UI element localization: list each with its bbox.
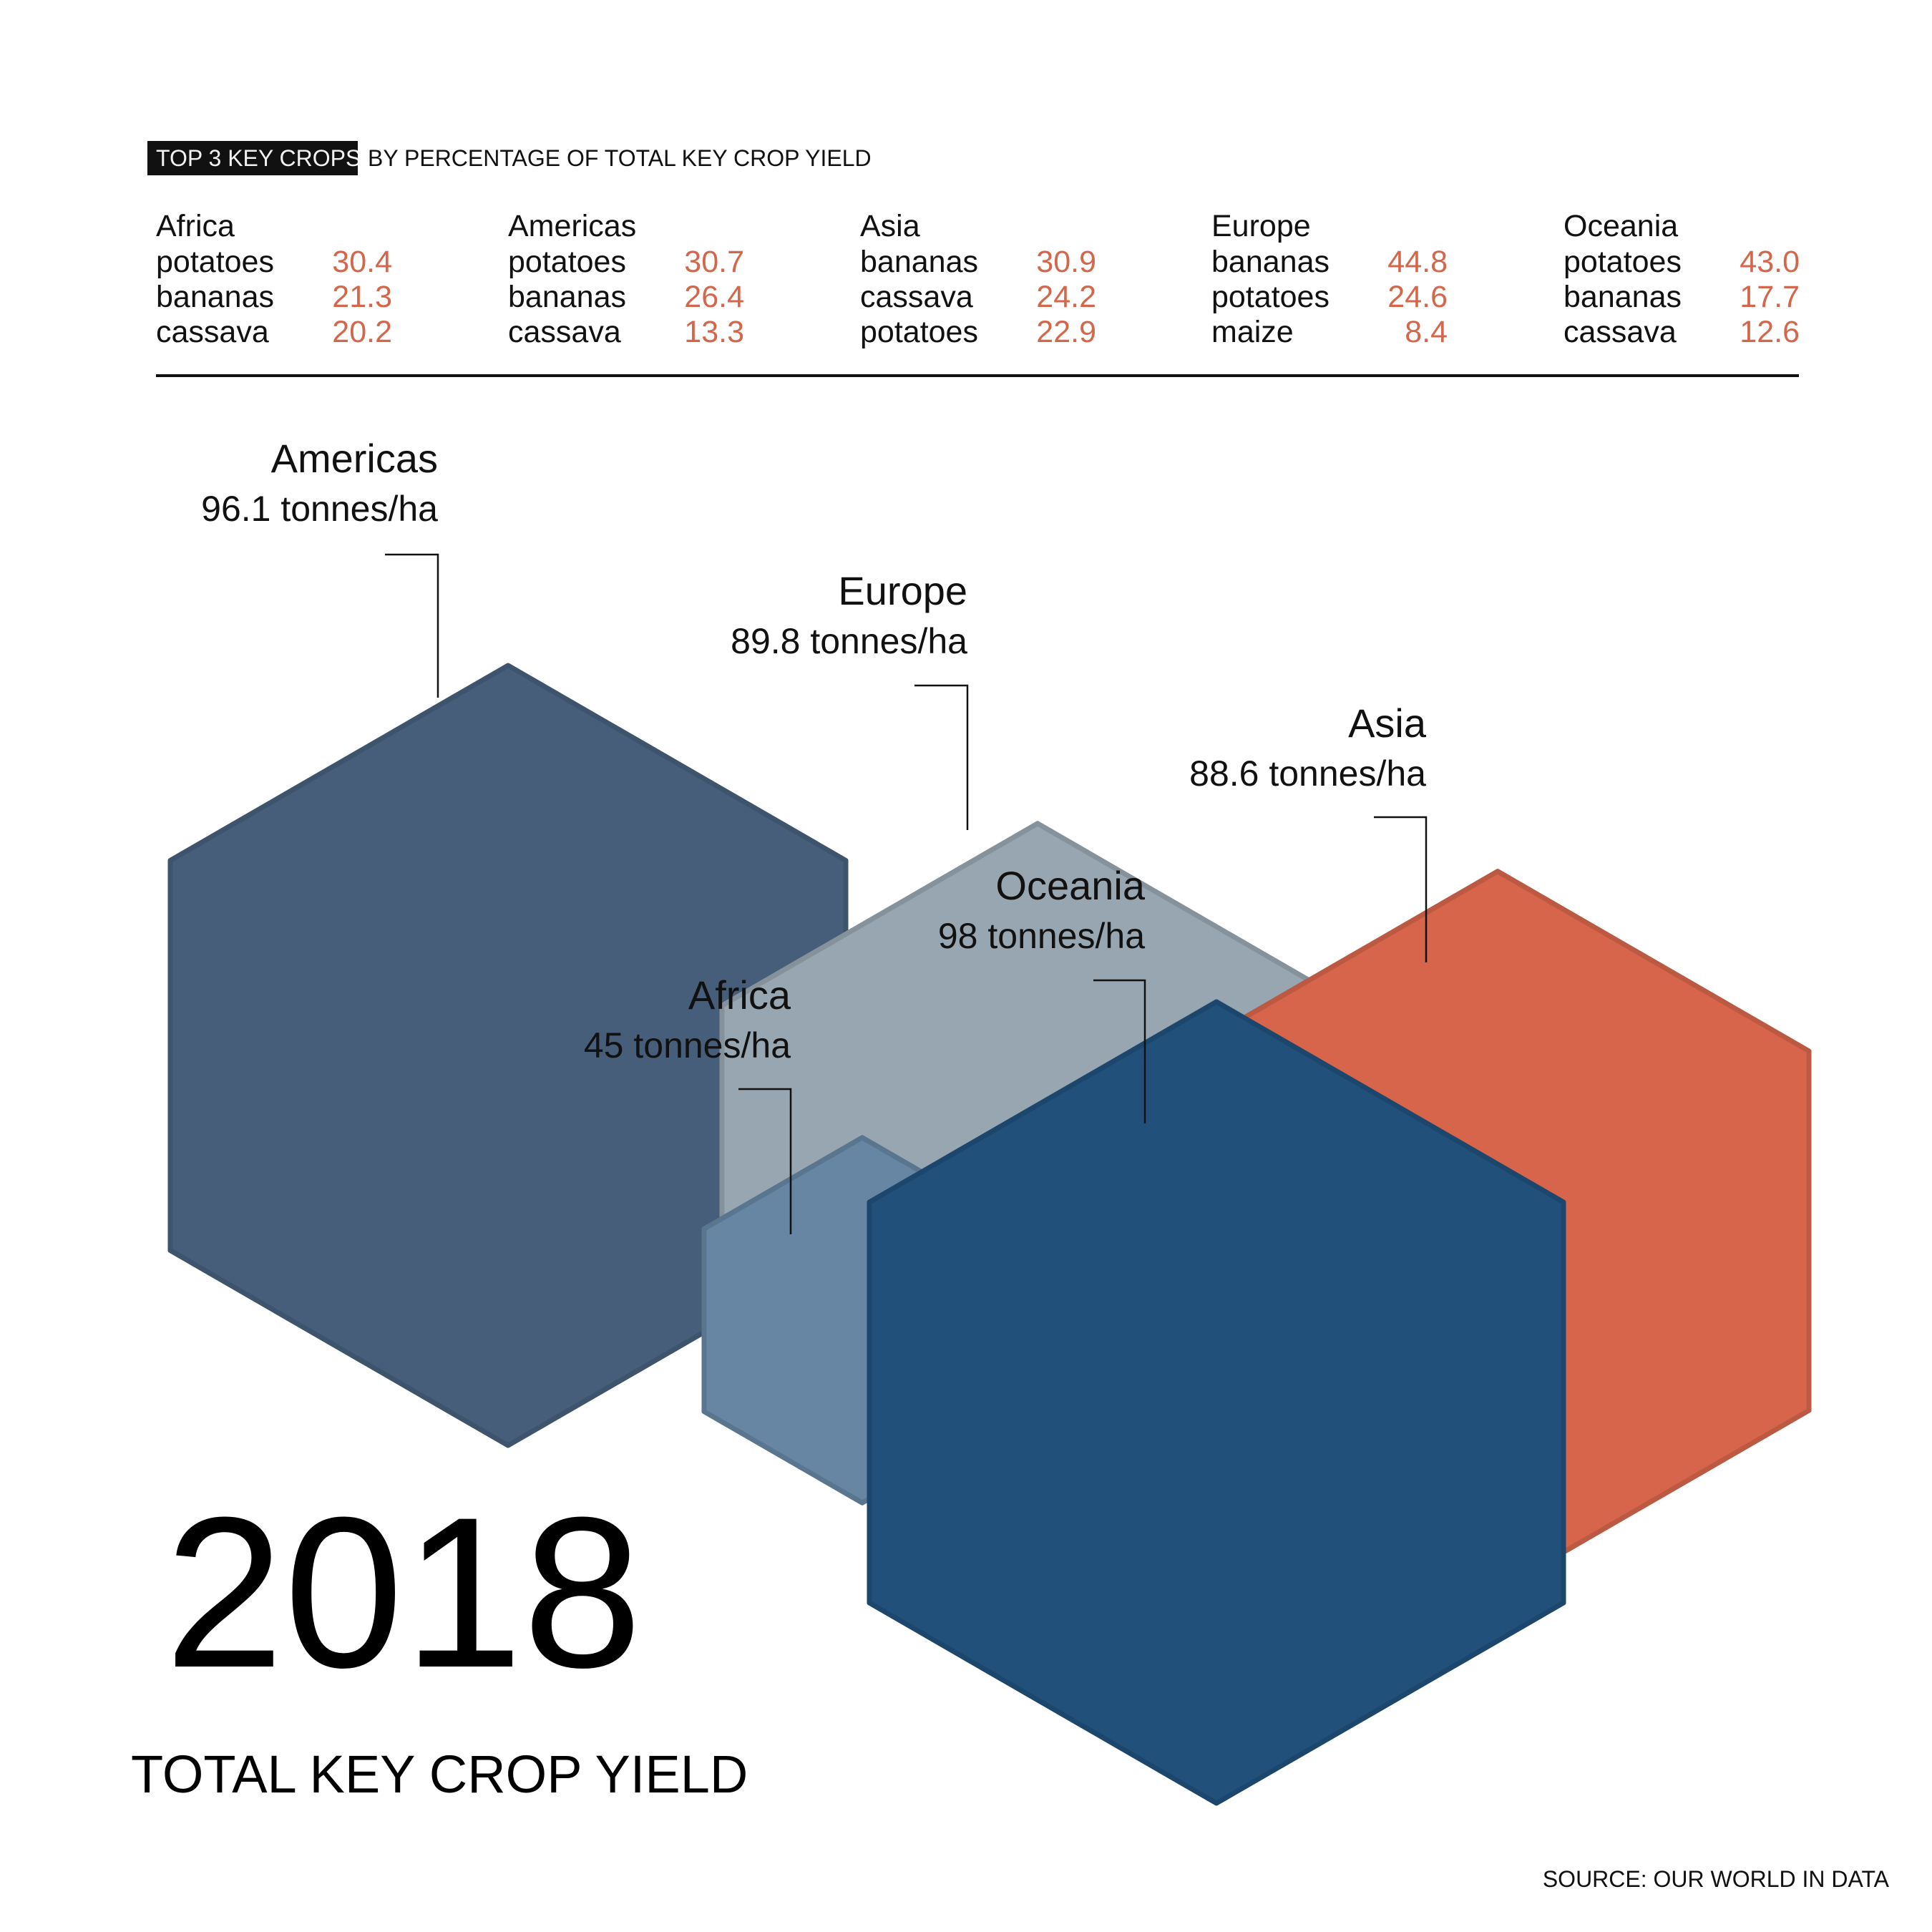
crop-name: bananas xyxy=(156,280,274,314)
hexagon-value-asia: 88.6 tonnes/ha xyxy=(1189,753,1426,794)
crop-name: potatoes xyxy=(860,315,978,349)
crop-name: cassava xyxy=(508,315,621,349)
crop-row: bananas 17.7 xyxy=(1563,280,1800,315)
region-name: Americas xyxy=(508,209,637,243)
crop-value: 17.7 xyxy=(1740,280,1800,314)
crop-name: maize xyxy=(1211,315,1294,349)
hexagon-americas xyxy=(167,663,849,1448)
crop-row: potatoes 30.4 xyxy=(156,245,392,280)
crop-row: potatoes 24.6 xyxy=(1211,280,1448,315)
hexagon-value-europe: 89.8 tonnes/ha xyxy=(731,621,967,661)
hexagon-labels: Americas 96.1 tonnes/ha Europe 89.8 tonnes/… xyxy=(201,436,1428,1234)
region-name: Oceania xyxy=(1563,209,1679,243)
region-name: Asia xyxy=(860,209,920,243)
region-table-americas: Americas potatoes 30.7 bananas 26.4 cassav… xyxy=(508,208,744,350)
hexagon-label-africa: Africa xyxy=(688,972,791,1018)
crop-row: bananas 26.4 xyxy=(508,280,744,315)
crop-value: 24.2 xyxy=(1036,280,1096,314)
leader-line-africa xyxy=(738,1088,792,1234)
chart-subtitle: TOTAL KEY CROP YIELD xyxy=(131,1745,748,1804)
crop-name: bananas xyxy=(860,245,978,279)
crop-name: potatoes xyxy=(156,245,274,279)
hexagon-marks xyxy=(167,663,1812,1806)
header-tag: TOP 3 KEY CROPS xyxy=(147,141,358,175)
crop-row: bananas 21.3 xyxy=(156,280,392,315)
hexagon-oceania xyxy=(867,999,1566,1806)
leader-line-europe xyxy=(914,684,969,830)
hexagon-label-oceania: Oceania xyxy=(995,863,1145,908)
crop-name: potatoes xyxy=(508,245,626,279)
region-table-oceania: Oceania potatoes 43.0 bananas 17.7 cassava… xyxy=(1563,208,1800,350)
crop-row: potatoes 22.9 xyxy=(860,315,1096,350)
crop-row: cassava 20.2 xyxy=(156,315,392,350)
crop-value: 13.3 xyxy=(684,315,744,349)
crop-value: 22.9 xyxy=(1036,315,1096,349)
crop-name: potatoes xyxy=(1563,245,1682,279)
crop-name: cassava xyxy=(156,315,269,349)
region-table-europe: Europe bananas 44.8 potatoes 24.6 maize 8.4 xyxy=(1211,208,1448,350)
hexagon-value-africa: 45 tonnes/ha xyxy=(584,1025,791,1065)
hexagon-value-oceania: 98 tonnes/ha xyxy=(938,916,1145,956)
crop-name: bananas xyxy=(1211,245,1330,279)
crop-name: bananas xyxy=(1563,280,1682,314)
crop-name: bananas xyxy=(508,280,626,314)
crop-row: potatoes 30.7 xyxy=(508,245,744,280)
hexagon-label-europe: Europe xyxy=(838,568,967,613)
source-note: SOURCE: OUR WORLD IN DATA xyxy=(1542,1866,1889,1892)
hexagon-value-americas: 96.1 tonnes/ha xyxy=(201,489,438,529)
crop-name: cassava xyxy=(860,280,973,314)
crop-value: 30.4 xyxy=(332,245,392,279)
chart-header: TOP 3 KEY CROPS BY PERCENTAGE OF TOTAL K… xyxy=(147,141,872,175)
crop-value: 24.6 xyxy=(1387,280,1448,314)
crop-value: 44.8 xyxy=(1387,245,1448,279)
crop-value: 26.4 xyxy=(684,280,744,314)
crop-row: cassava 12.6 xyxy=(1563,315,1800,350)
crop-row: maize 8.4 xyxy=(1211,315,1448,350)
leader-line-americas xyxy=(385,553,439,698)
crop-name: cassava xyxy=(1563,315,1677,349)
hexagon-label-americas: Americas xyxy=(271,436,438,481)
crop-value: 43.0 xyxy=(1740,245,1800,279)
crop-row: cassava 24.2 xyxy=(860,280,1096,315)
header-divider xyxy=(156,374,1799,377)
region-table-africa: Africa potatoes 30.4 bananas 21.3 cassava 2… xyxy=(156,208,392,350)
crop-row: cassava 13.3 xyxy=(508,315,744,350)
crop-value: 21.3 xyxy=(332,280,392,314)
year-label: 2018 xyxy=(165,1472,643,1712)
header-title: BY PERCENTAGE OF TOTAL KEY CROP YIELD xyxy=(368,145,872,171)
crop-value: 30.9 xyxy=(1036,245,1096,279)
leader-line-asia xyxy=(1374,816,1428,962)
region-table-asia: Asia bananas 30.9 cassava 24.2 potatoes 22.… xyxy=(860,208,1096,350)
crop-row: potatoes 43.0 xyxy=(1563,245,1800,280)
crop-value: 12.6 xyxy=(1740,315,1800,349)
crop-row: bananas 30.9 xyxy=(860,245,1096,280)
region-name: Europe xyxy=(1211,209,1311,243)
crop-row: bananas 44.8 xyxy=(1211,245,1448,280)
leader-line-oceania xyxy=(1093,979,1146,1123)
crop-value: 20.2 xyxy=(332,315,392,349)
hexagon-label-asia: Asia xyxy=(1348,701,1427,746)
region-name: Africa xyxy=(156,209,235,243)
crop-value: 8.4 xyxy=(1405,315,1448,349)
crop-name: potatoes xyxy=(1211,280,1330,314)
crop-value: 30.7 xyxy=(684,245,744,279)
